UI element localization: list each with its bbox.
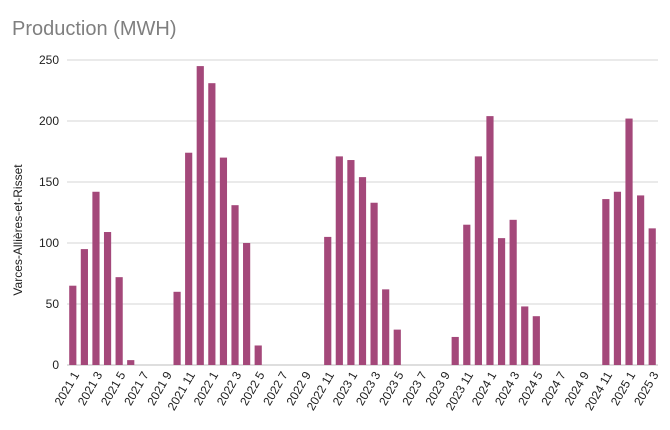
bar	[358, 177, 367, 365]
y-tick-label: 0	[52, 358, 59, 372]
y-tick-labels: 0 50 100 150 200 250	[39, 53, 59, 372]
bar	[509, 219, 517, 365]
bar	[231, 205, 239, 365]
bar	[382, 289, 390, 365]
y-tick-label: 50	[46, 297, 60, 311]
y-tick-label: 250	[39, 53, 59, 67]
bar	[254, 345, 262, 365]
bar	[521, 306, 529, 365]
bar	[637, 195, 645, 365]
bar	[243, 243, 251, 365]
bar	[648, 228, 656, 365]
bars-layer	[69, 66, 656, 366]
bar	[80, 249, 88, 365]
bar	[463, 224, 471, 365]
bar	[347, 160, 355, 365]
bar	[69, 285, 77, 365]
bar	[602, 199, 610, 365]
bar	[185, 152, 193, 365]
bar	[127, 360, 135, 365]
y-tick-label: 200	[39, 114, 59, 128]
bar	[115, 277, 123, 365]
bar	[196, 66, 204, 365]
y-axis-label: Varces-Allières-et-Risset	[11, 164, 25, 296]
bar	[613, 191, 622, 365]
bar	[335, 156, 343, 365]
y-tick-label: 150	[39, 175, 59, 189]
bar	[532, 316, 540, 365]
bar	[92, 191, 100, 365]
bar	[393, 329, 401, 365]
bar	[497, 238, 506, 365]
bar	[103, 232, 112, 365]
bar	[451, 336, 459, 365]
bar	[625, 118, 633, 365]
y-tick-label: 100	[39, 236, 59, 250]
bar	[219, 157, 228, 365]
bar	[173, 291, 181, 365]
bar	[208, 83, 216, 366]
bar	[474, 156, 482, 365]
bar	[370, 202, 378, 365]
bar	[486, 116, 494, 366]
bar	[324, 236, 332, 365]
chart-title: Production (MWH)	[12, 18, 177, 40]
